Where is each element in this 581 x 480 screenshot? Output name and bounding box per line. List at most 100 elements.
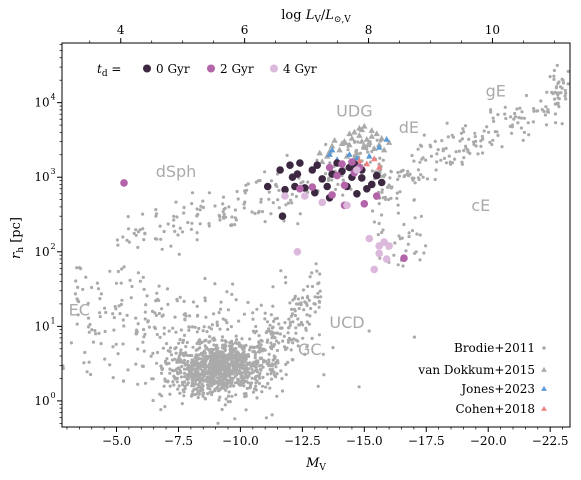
brodie-point	[412, 198, 416, 202]
brodie-point	[216, 421, 220, 425]
point-4-gyr	[301, 192, 309, 200]
brodie-point	[299, 301, 303, 305]
brodie-point	[250, 376, 254, 380]
brodie-point	[203, 396, 207, 400]
brodie-point	[548, 75, 552, 79]
top-tick-label: 2	[0, 23, 1, 37]
brodie-point	[564, 91, 568, 95]
top-tick-label: 10	[485, 23, 500, 37]
brodie-point	[218, 381, 222, 385]
brodie-point	[396, 203, 400, 207]
brodie-point	[377, 221, 381, 226]
brodie-point	[258, 356, 262, 360]
brodie-point	[280, 389, 285, 393]
brodie-point	[291, 358, 295, 362]
brodie-point	[298, 212, 302, 216]
brodie-point	[218, 395, 222, 399]
brodie-point	[322, 373, 326, 377]
brodie-point	[461, 127, 465, 131]
brodie-point	[155, 350, 160, 355]
brodie-point	[172, 383, 176, 387]
brodie-point	[219, 300, 223, 304]
brodie-point	[260, 210, 265, 214]
brodie-point	[218, 375, 222, 379]
brodie-point	[267, 190, 271, 194]
brodie-point	[406, 169, 410, 173]
brodie-point	[186, 367, 190, 371]
brodie-point	[309, 306, 313, 311]
brodie-point	[178, 351, 182, 355]
point-0-gyr	[353, 190, 361, 198]
y-tick-exponent: 3	[50, 167, 55, 176]
brodie-point	[269, 377, 274, 381]
brodie-point	[103, 306, 107, 310]
brodie-point	[421, 156, 425, 160]
brodie-point	[236, 197, 240, 201]
brodie-point	[279, 269, 283, 273]
brodie-point	[193, 382, 197, 386]
brodie-point	[186, 376, 190, 380]
brodie-point	[253, 377, 257, 381]
brodie-point	[491, 116, 495, 120]
brodie-point	[212, 343, 216, 347]
brodie-point	[263, 170, 267, 174]
brodie-point	[316, 384, 320, 388]
brodie-point	[178, 226, 182, 230]
brodie-point	[227, 368, 231, 372]
brodie-point	[180, 230, 185, 234]
brodie-point	[255, 345, 259, 349]
brodie-point	[300, 296, 305, 300]
brodie-point	[479, 144, 483, 148]
brodie-point	[108, 269, 112, 273]
brodie-point	[86, 301, 90, 305]
series-cohen-2018	[356, 155, 383, 170]
brodie-point	[220, 335, 225, 339]
brodie-point	[378, 256, 382, 260]
brodie-point	[267, 197, 271, 201]
brodie-point	[482, 129, 486, 133]
brodie-point	[190, 377, 194, 381]
point-2-gyr	[400, 254, 408, 262]
brodie-point	[442, 156, 446, 160]
brodie-point	[496, 113, 500, 117]
brodie-point	[214, 379, 218, 383]
brodie-point	[254, 388, 258, 392]
brodie-point	[86, 316, 91, 320]
point-2-gyr	[120, 179, 128, 187]
brodie-point	[406, 242, 410, 246]
point-van-dokkum-2015	[361, 142, 368, 149]
brodie-point	[422, 133, 426, 137]
brodie-point	[400, 169, 404, 173]
brodie-point	[196, 212, 200, 216]
brodie-point	[193, 355, 197, 360]
brodie-point	[166, 380, 170, 384]
brodie-point	[275, 372, 279, 376]
region-label-ucd: UCD	[329, 313, 364, 332]
brodie-point	[396, 211, 400, 215]
brodie-point	[284, 281, 288, 285]
brodie-point	[143, 317, 147, 321]
brodie-point	[203, 367, 207, 371]
brodie-point	[245, 188, 249, 192]
brodie-point	[116, 269, 120, 274]
catalog-legend-text: Jones+2023	[459, 382, 535, 396]
brodie-point	[282, 334, 286, 338]
brodie-point	[171, 326, 175, 330]
brodie-point	[160, 247, 164, 251]
x-tick-label: −22.5	[532, 434, 569, 448]
brodie-point	[175, 215, 179, 219]
brodie-point	[121, 342, 125, 346]
point-2-gyr	[338, 160, 346, 168]
brodie-point	[260, 390, 264, 394]
brodie-point	[190, 353, 194, 358]
brodie-point	[253, 353, 257, 357]
brodie-point	[178, 295, 182, 299]
brodie-point	[250, 210, 254, 214]
brodie-point	[368, 160, 372, 164]
brodie-point	[174, 330, 178, 334]
brodie-point	[202, 325, 206, 329]
brodie-point	[208, 390, 212, 394]
brodie-point	[284, 362, 288, 366]
brodie-point	[231, 376, 235, 380]
brodie-point	[173, 229, 177, 233]
